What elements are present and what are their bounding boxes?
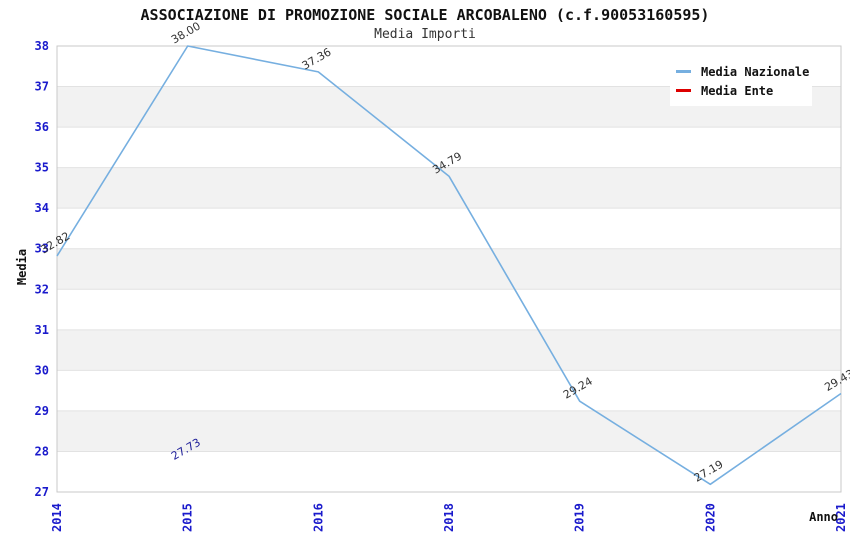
legend-item-media-nazionale: Media Nazionale: [676, 62, 810, 81]
x-axis-label: Anno: [809, 510, 838, 524]
grid-band: [57, 248, 841, 290]
legend-label: Media Nazionale: [701, 64, 810, 79]
y-tick-label: 28: [35, 444, 49, 458]
legend-line-icon: [676, 89, 691, 92]
grid-band: [57, 329, 841, 371]
y-tick-label: 38: [35, 39, 49, 53]
plot-border: [56, 45, 842, 493]
x-tick-label: 2020: [703, 503, 717, 532]
legend-label: Media Ente: [701, 83, 774, 98]
y-tick-label: 35: [35, 161, 49, 175]
y-tick-label: 31: [35, 323, 49, 337]
y-tick-label: 36: [35, 120, 49, 134]
y-tick-label: 29: [35, 404, 49, 418]
x-tick-label: 2021: [834, 503, 848, 532]
x-tick-label: 2014: [50, 503, 64, 532]
y-axis-label: Media: [15, 249, 29, 285]
y-tick-label: 33: [35, 242, 49, 256]
legend-item-media-ente: Media Ente: [676, 81, 808, 100]
grid-band: [57, 410, 841, 452]
y-tick-label: 32: [35, 282, 49, 296]
point-label: 27.19: [692, 458, 726, 485]
legend-line-icon: [676, 70, 691, 73]
x-tick-label: 2016: [311, 503, 325, 532]
x-tick-label: 2015: [181, 503, 195, 532]
chart-title: ASSOCIAZIONE DI PROMOZIONE SOCIALE ARCOB…: [140, 6, 710, 24]
point-label: 29.43: [822, 367, 850, 394]
y-tick-label: 27: [35, 485, 49, 499]
y-tick-label: 37: [35, 80, 49, 94]
series-line-media-nazionale: [56, 45, 842, 486]
point-label: 38.00: [169, 19, 203, 46]
point-label: 37.36: [300, 45, 334, 72]
grid-band: [57, 167, 841, 209]
chart-legend: Media Nazionale Media Ente: [670, 56, 812, 106]
y-tick-label: 34: [35, 201, 49, 215]
x-tick-label: 2018: [442, 503, 456, 532]
x-tick-label: 2019: [573, 503, 587, 532]
y-tick-label: 30: [35, 363, 49, 377]
chart-subtitle: Media Importi: [374, 27, 476, 42]
